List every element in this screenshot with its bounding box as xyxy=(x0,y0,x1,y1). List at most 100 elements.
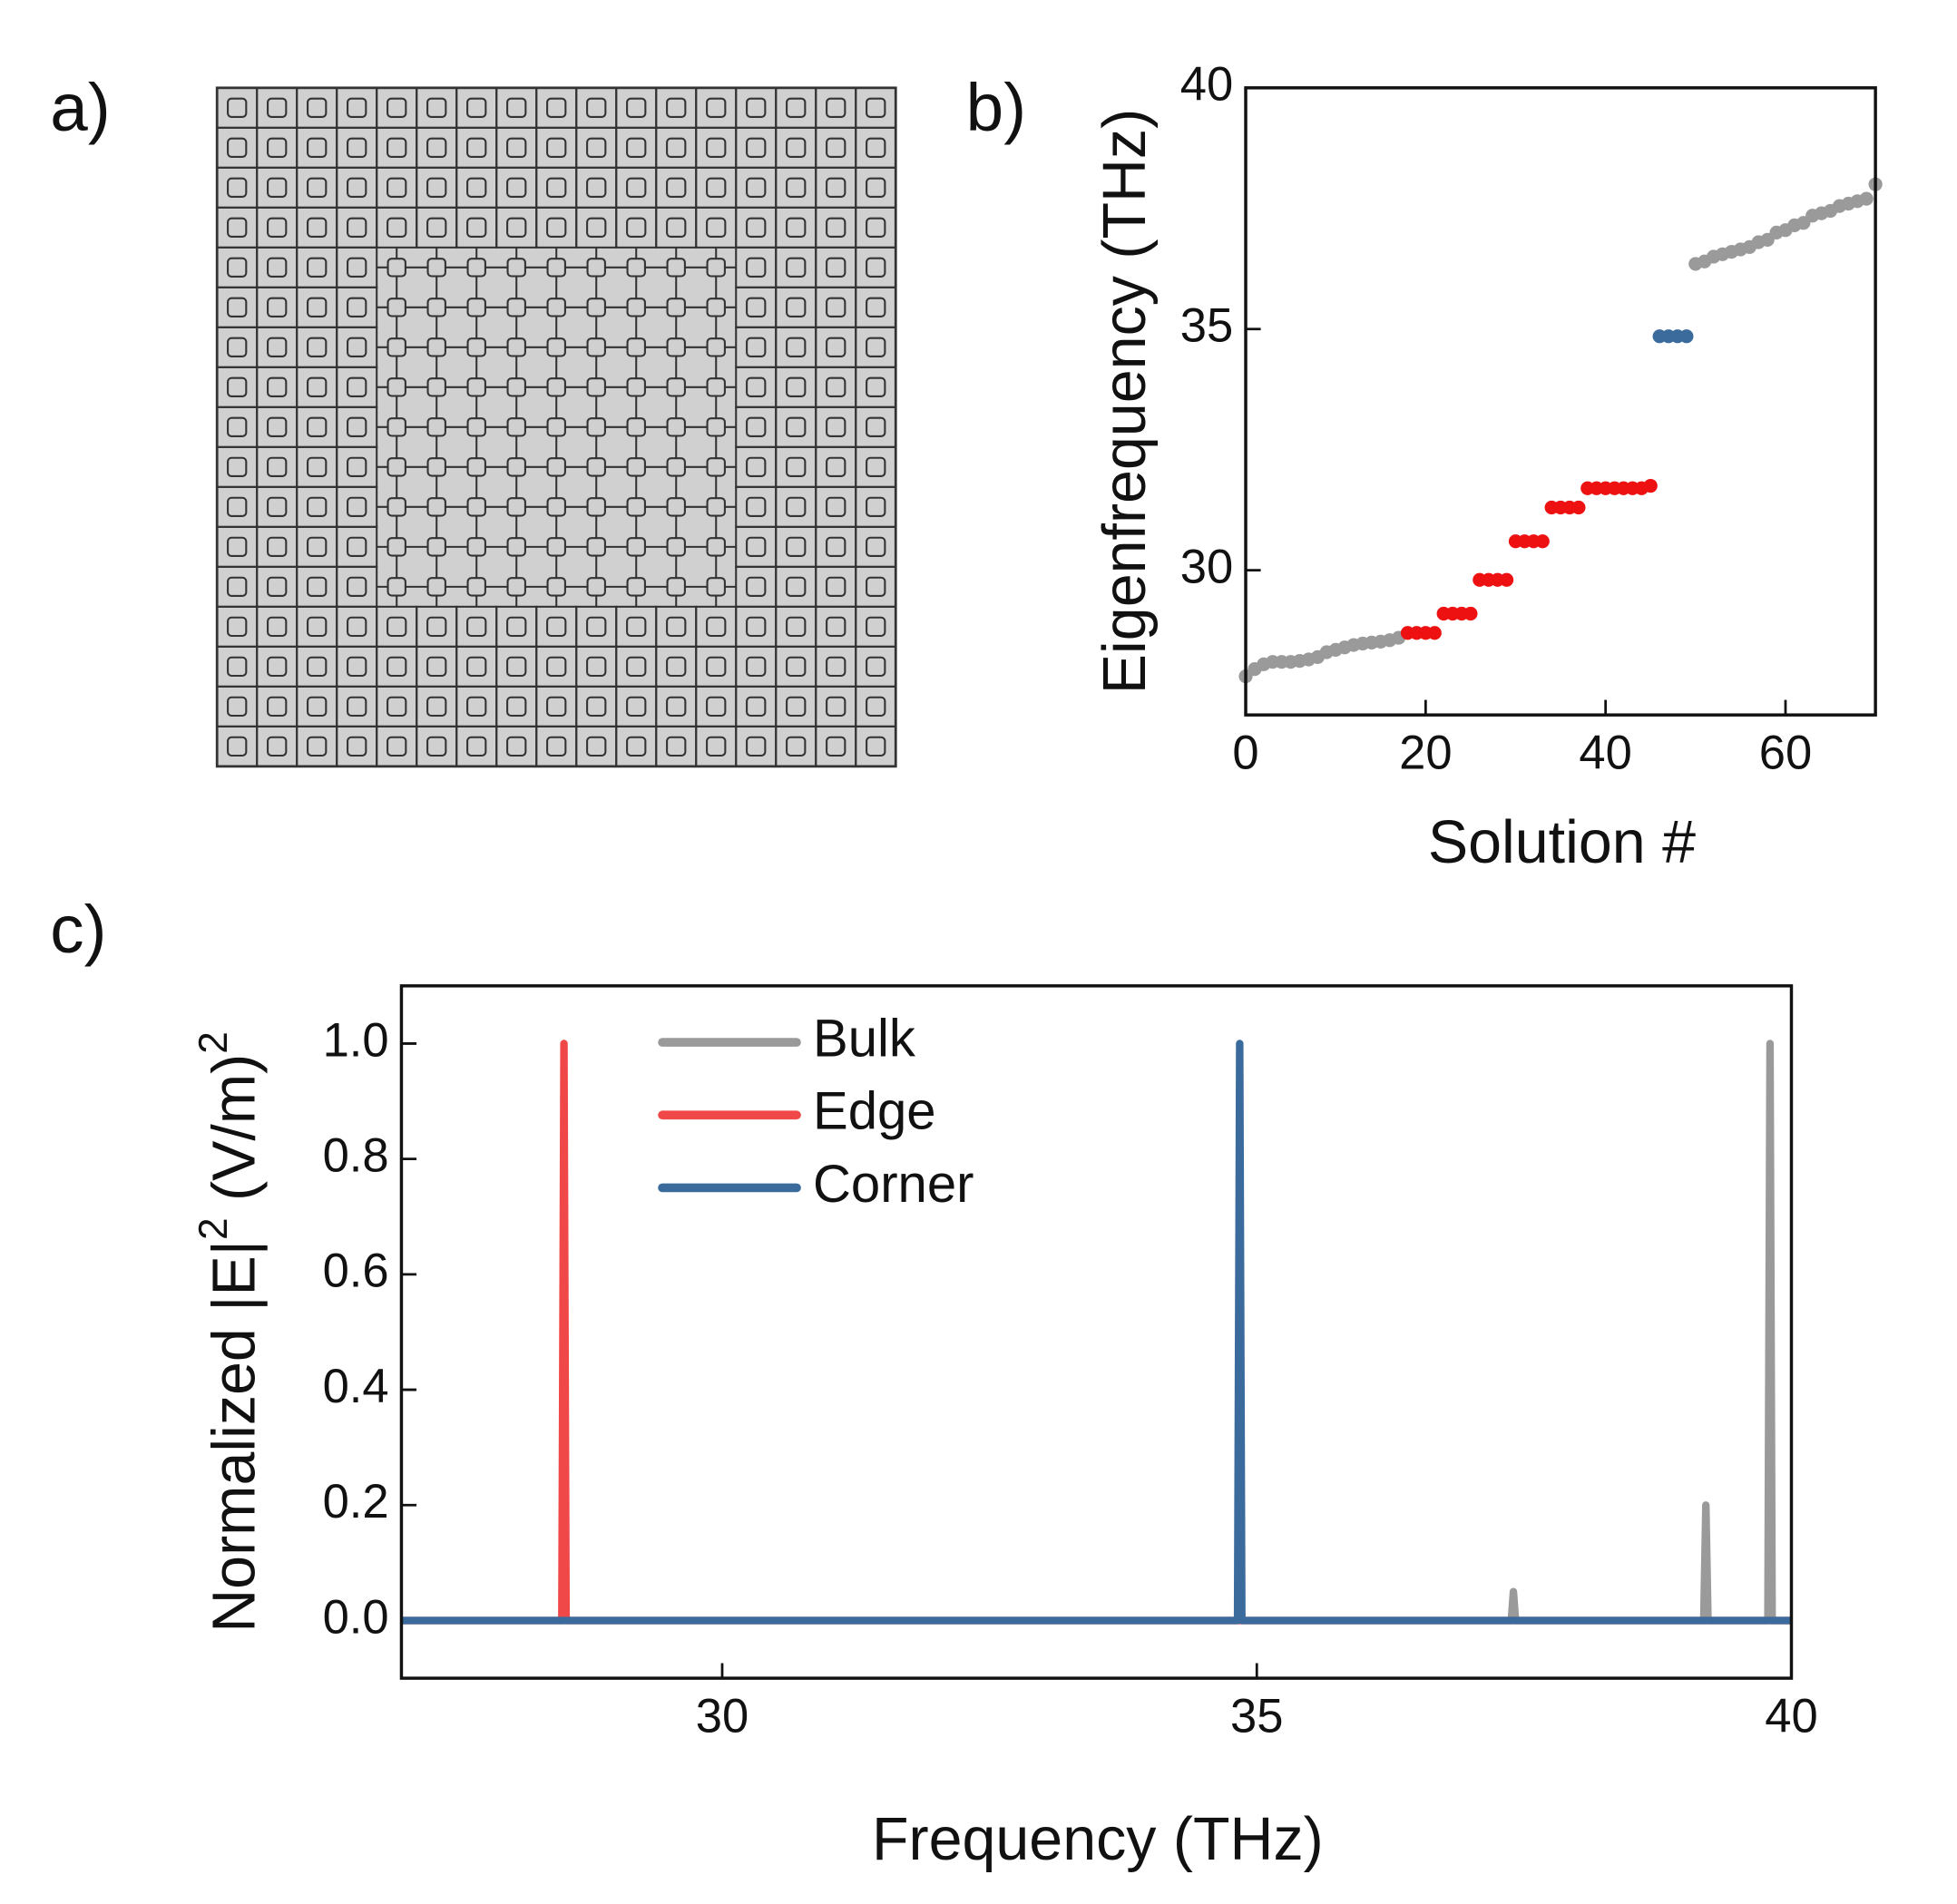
resonator xyxy=(866,257,886,278)
y-tick-label: 0.4 xyxy=(323,1360,389,1413)
resonator xyxy=(267,337,288,357)
resonator xyxy=(706,537,726,557)
resonator xyxy=(706,137,727,158)
resonator xyxy=(626,177,647,198)
resonator xyxy=(706,97,727,118)
x-tick-label: 60 xyxy=(1759,727,1812,780)
resonator xyxy=(426,577,446,597)
resonator xyxy=(307,97,328,118)
point xyxy=(1499,572,1514,587)
resonator xyxy=(426,696,447,718)
resonator xyxy=(866,736,886,757)
resonator xyxy=(866,616,886,638)
resonator xyxy=(227,656,248,678)
resonator xyxy=(586,696,607,718)
resonator xyxy=(426,616,447,638)
resonator xyxy=(586,137,607,158)
resonator xyxy=(466,137,487,158)
resonator xyxy=(786,137,807,158)
resonator xyxy=(227,616,248,638)
resonator xyxy=(666,377,686,397)
resonator xyxy=(786,97,807,118)
resonator xyxy=(267,217,288,238)
resonator xyxy=(826,736,846,757)
resonator xyxy=(666,577,686,597)
resonator xyxy=(267,257,288,278)
resonator xyxy=(347,496,367,518)
resonator xyxy=(466,616,487,638)
x-tick-label: 35 xyxy=(1230,1690,1283,1743)
y-tick-label: 40 xyxy=(1180,58,1233,112)
x-tick-label: 30 xyxy=(696,1690,749,1743)
resonator xyxy=(267,97,288,118)
resonator xyxy=(586,736,607,757)
resonator xyxy=(387,497,406,517)
resonator xyxy=(666,537,686,557)
resonator xyxy=(746,656,767,678)
resonator xyxy=(546,377,566,397)
x-tick-label: 40 xyxy=(1579,727,1631,780)
resonator xyxy=(546,417,566,437)
resonator xyxy=(586,258,606,278)
resonator xyxy=(506,696,527,718)
resonator xyxy=(666,457,686,477)
resonator xyxy=(227,217,248,238)
resonator xyxy=(426,337,446,357)
resonator xyxy=(786,297,807,317)
resonator xyxy=(227,376,248,397)
resonator xyxy=(426,497,446,517)
resonator xyxy=(626,337,646,357)
resonator xyxy=(746,337,767,357)
resonator xyxy=(826,97,846,118)
point xyxy=(1535,534,1550,549)
resonator xyxy=(626,137,647,158)
resonator xyxy=(506,656,527,678)
resonator xyxy=(746,416,767,438)
resonator xyxy=(347,456,367,478)
resonator xyxy=(786,536,807,558)
x-tick-label: 0 xyxy=(1232,727,1258,780)
resonator xyxy=(506,298,526,317)
resonator xyxy=(347,536,367,558)
resonator xyxy=(387,457,406,477)
x-tick-label: 20 xyxy=(1399,727,1452,780)
resonator xyxy=(546,217,567,238)
resonator xyxy=(347,257,367,278)
resonator xyxy=(227,177,248,198)
resonator xyxy=(706,656,727,678)
y-tick-label: 0.6 xyxy=(323,1245,389,1298)
resonator xyxy=(586,97,607,118)
resonator xyxy=(866,97,886,118)
resonator xyxy=(826,536,846,558)
resonator xyxy=(227,337,248,357)
resonator xyxy=(267,536,288,558)
resonator xyxy=(546,616,567,638)
resonator xyxy=(466,696,487,718)
panel-label: a) xyxy=(50,69,110,145)
resonator xyxy=(506,177,527,198)
resonator xyxy=(546,97,567,118)
resonator xyxy=(387,656,407,678)
resonator xyxy=(586,457,606,477)
resonator xyxy=(746,576,767,598)
resonator xyxy=(826,137,846,158)
resonator xyxy=(706,457,726,477)
resonator xyxy=(267,576,288,598)
resonator xyxy=(826,257,846,278)
resonator xyxy=(546,137,567,158)
resonator xyxy=(826,217,846,238)
resonator xyxy=(746,297,767,317)
resonator xyxy=(506,417,526,437)
resonator xyxy=(426,177,447,198)
resonator xyxy=(826,416,846,438)
resonator xyxy=(666,337,686,357)
point xyxy=(1859,191,1874,206)
y-tick-label: 0.2 xyxy=(323,1475,389,1528)
resonator xyxy=(387,337,406,357)
resonator xyxy=(586,616,607,638)
resonator xyxy=(746,177,767,198)
resonator xyxy=(826,177,846,198)
resonator xyxy=(586,497,606,517)
resonator xyxy=(546,258,566,278)
